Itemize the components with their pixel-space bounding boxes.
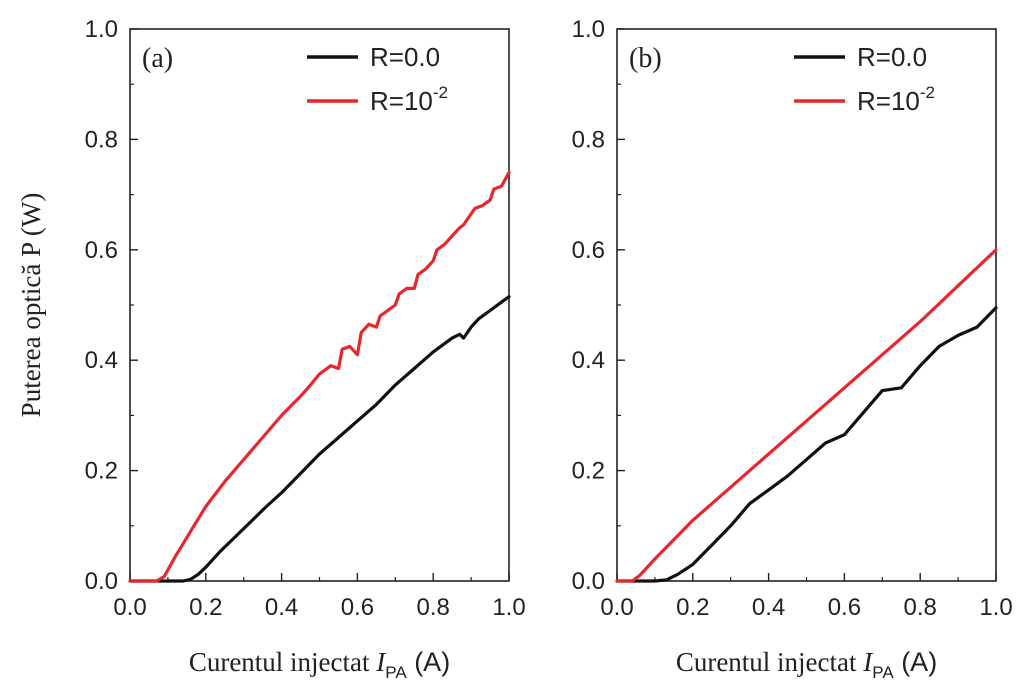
legend-entry: R=0.0	[857, 42, 927, 72]
legend-entry: R=10-2	[857, 83, 935, 116]
y-tick-label: 0.4	[572, 347, 605, 374]
x-tick-label: 0.6	[828, 594, 861, 621]
x-tick-label: 0.8	[904, 594, 937, 621]
y-axis-title: Puterea optică P (W)	[16, 193, 46, 418]
series-line-r1	[128, 170, 511, 583]
y-tick-label: 0.8	[572, 126, 605, 153]
x-tick-label: 1.0	[492, 594, 525, 621]
y-tick-label: 1.0	[572, 16, 605, 43]
x-tick-label: 0.4	[752, 594, 785, 621]
panel-label: (b)	[629, 43, 662, 74]
series-line-r1	[615, 248, 998, 583]
x-axis-title: Curentul injectat IPA (A)	[676, 647, 937, 682]
x-tick-label: 1.0	[979, 594, 1012, 621]
x-tick-label: 0.8	[417, 594, 450, 621]
y-tick-label: 0.4	[85, 347, 118, 374]
y-tick-label: 1.0	[85, 16, 118, 43]
legend-entry: R=10-2	[370, 83, 448, 116]
y-tick-label: 0.6	[572, 237, 605, 264]
y-tick-label: 0.2	[572, 458, 605, 485]
panel-label: (a)	[142, 43, 173, 74]
panel-a: 0.0 0.2 0.4 0.6 0.8 1.0 0.0 0.2 0.4 0.6 0.8 1.0 R=0.…	[85, 16, 526, 682]
x-tick-label: 0.0	[600, 594, 633, 621]
x-axis-title: Curentul injectat IPA (A)	[189, 647, 450, 682]
legend-entry: R=0.0	[370, 42, 440, 72]
x-tick-label: 0.4	[265, 594, 298, 621]
x-tick-label: 0.6	[341, 594, 374, 621]
x-tick-label: 0.0	[113, 594, 146, 621]
y-tick-label: 0.8	[85, 126, 118, 153]
series-line-r0	[128, 295, 511, 583]
x-tick-label: 0.2	[676, 594, 709, 621]
y-tick-label: 0.2	[85, 458, 118, 485]
series-line-r0	[615, 306, 998, 583]
plot-frame	[129, 28, 510, 582]
x-tick-label: 0.2	[189, 594, 222, 621]
y-tick-label: 0.0	[572, 568, 605, 595]
panel-b: 0.0 0.2 0.4 0.6 0.8 1.0 0.0 0.2 0.4 0.6 0.8 1.0 R=0.…	[572, 16, 1013, 682]
y-tick-label: 0.6	[85, 237, 118, 264]
y-tick-label: 0.0	[85, 568, 118, 595]
